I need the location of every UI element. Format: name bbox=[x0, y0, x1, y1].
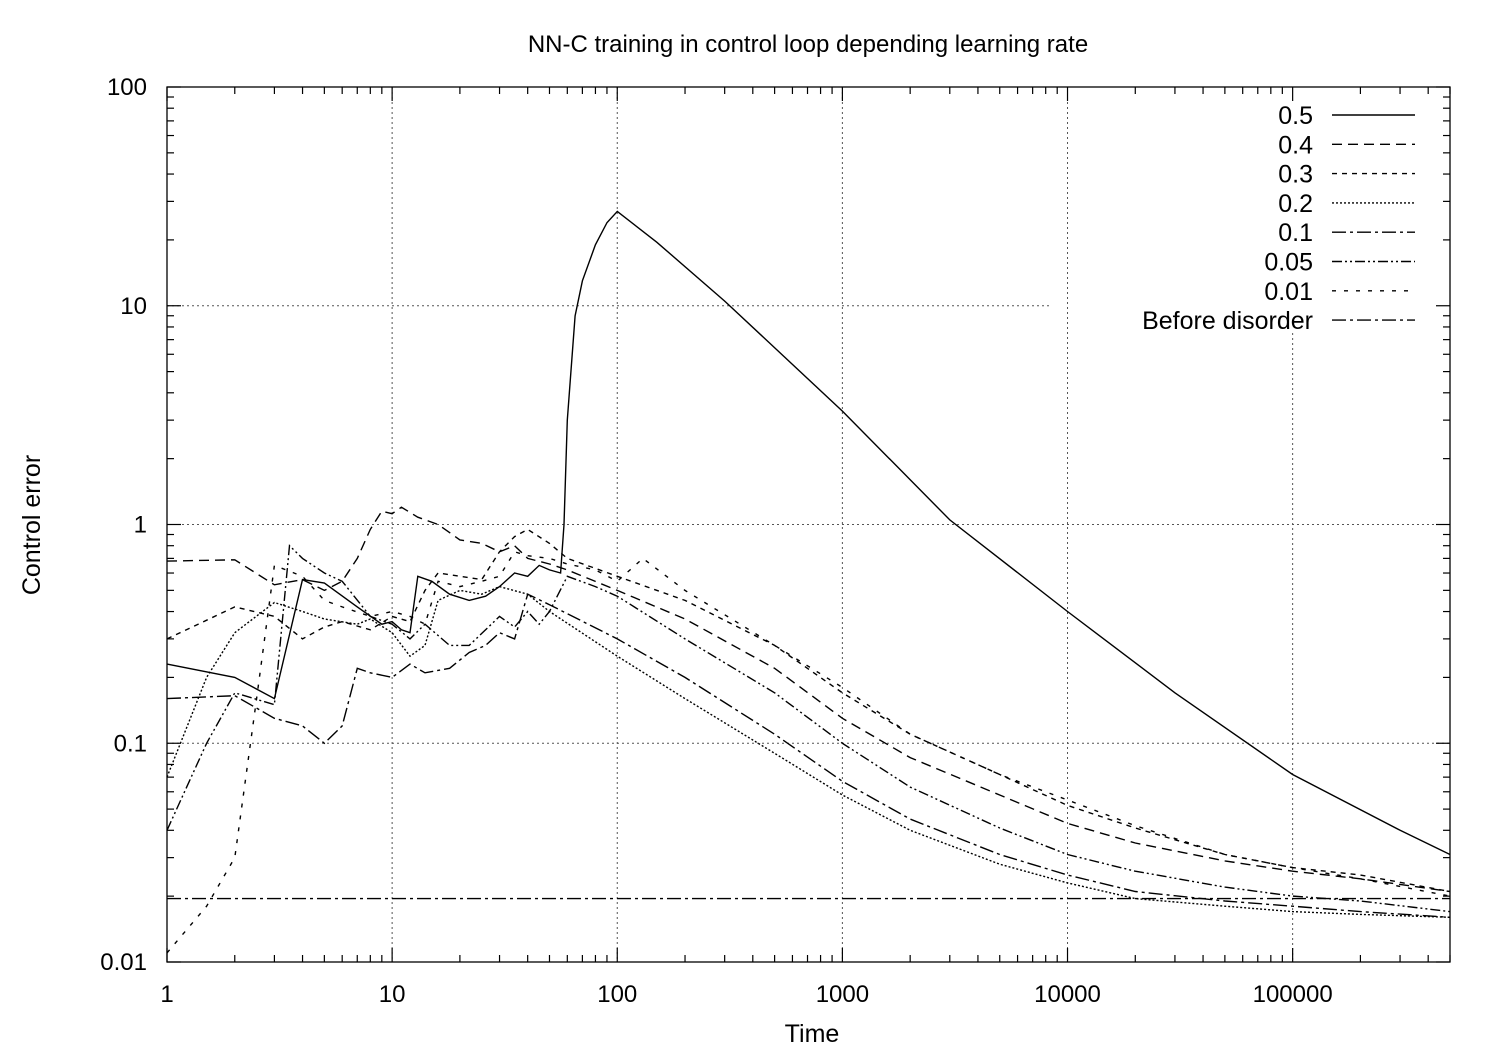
chart-title: NN-C training in control loop depending … bbox=[528, 31, 1088, 58]
x-tick-label: 100 bbox=[597, 981, 637, 1008]
y-tick-label: 0.01 bbox=[100, 949, 147, 976]
x-axis-title: Time bbox=[785, 1020, 840, 1048]
y-tick-label: 100 bbox=[107, 74, 147, 101]
x-tick-label: 100000 bbox=[1253, 981, 1333, 1008]
x-tick-label: 1 bbox=[160, 981, 173, 1008]
series-line-3 bbox=[166, 585, 1451, 918]
series-line-4 bbox=[166, 593, 1451, 918]
series-line-5 bbox=[166, 544, 1451, 913]
y-axis-title: Control error bbox=[18, 455, 46, 595]
series-line-1 bbox=[166, 506, 1451, 893]
grid bbox=[167, 87, 1450, 962]
x-tick-label: 10000 bbox=[1034, 981, 1101, 1008]
legend-label: 0.01 bbox=[1264, 278, 1313, 306]
legend-label: 0.3 bbox=[1278, 161, 1313, 189]
legend-label: 0.05 bbox=[1264, 249, 1313, 277]
series-lines bbox=[166, 210, 1451, 954]
series-line-6 bbox=[166, 550, 1451, 954]
legend-label: 0.5 bbox=[1278, 102, 1313, 130]
x-tick-label: 10 bbox=[379, 981, 406, 1008]
legend-label: Before disorder bbox=[1142, 307, 1313, 335]
axes: 1 10 100 1000 10000 100000 0.01 0.1 1 10 100 bbox=[100, 74, 1451, 1008]
legend-label: 0.2 bbox=[1278, 190, 1313, 218]
series-line-0 bbox=[166, 210, 1451, 856]
y-tick-label: 0.1 bbox=[114, 730, 147, 757]
y-tick-label: 1 bbox=[134, 512, 147, 539]
legend-label: 0.4 bbox=[1278, 131, 1313, 159]
y-tick-label: 10 bbox=[120, 293, 147, 320]
legend-label: 0.1 bbox=[1278, 219, 1313, 247]
x-tick-label: 1000 bbox=[816, 981, 869, 1008]
